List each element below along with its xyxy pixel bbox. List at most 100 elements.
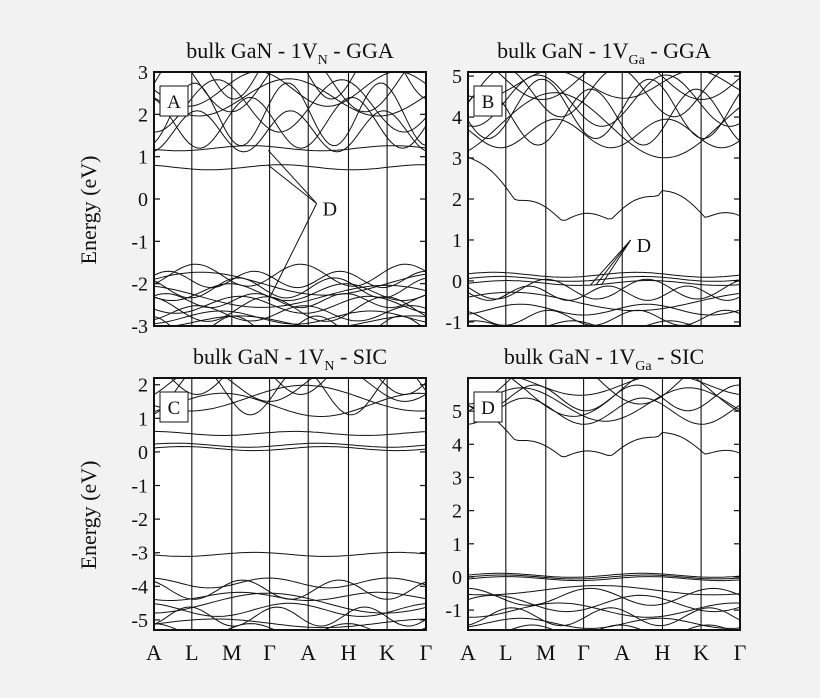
band-line bbox=[154, 293, 426, 309]
y-tick-label: 4 bbox=[452, 434, 462, 456]
panel-label-box bbox=[473, 391, 503, 423]
band-line bbox=[154, 392, 426, 418]
plot-frame bbox=[467, 377, 741, 631]
annotation-label: D bbox=[637, 235, 651, 257]
panel-title-main: bulk GaN - 1V bbox=[504, 344, 635, 369]
y-tick-label: 4 bbox=[452, 107, 462, 129]
band-line bbox=[468, 404, 740, 458]
band-line bbox=[468, 291, 740, 312]
y-tick-label: -1 bbox=[131, 476, 148, 498]
defect-level-line bbox=[468, 572, 740, 578]
band-line bbox=[154, 270, 426, 289]
defect-level-line bbox=[154, 430, 426, 437]
y-tick-label: -3 bbox=[131, 543, 148, 565]
band-line bbox=[468, 303, 740, 316]
defect-level-line bbox=[154, 445, 426, 452]
x-tick-label: A bbox=[146, 640, 162, 665]
band-line bbox=[468, 118, 740, 149]
y-tick-label: -5 bbox=[131, 610, 148, 632]
annotation-pointer bbox=[267, 203, 318, 301]
panel-c: bulk GaN - 1VN - SIC -5 -4 -3 -2 -1 0 1 2 Energy … bbox=[76, 344, 433, 665]
y-tick-label: 0 bbox=[138, 442, 148, 464]
band-line bbox=[468, 378, 684, 405]
band-line bbox=[468, 278, 740, 300]
y-tick-label: 0 bbox=[452, 271, 462, 293]
defect-level-line bbox=[468, 279, 740, 286]
y-tick-label: 2 bbox=[452, 501, 462, 523]
x-tick-label: Γ bbox=[734, 640, 747, 665]
band-line bbox=[154, 384, 426, 412]
y-tick-label: -2 bbox=[131, 274, 148, 296]
annotation-pointer bbox=[600, 239, 632, 286]
band-lines bbox=[468, 378, 740, 630]
y-axis-label: Energy (eV) bbox=[76, 156, 101, 265]
panel-label: B bbox=[482, 92, 495, 113]
panel-title-subscript: Ga bbox=[635, 359, 652, 374]
band-line bbox=[468, 378, 740, 396]
band-line bbox=[468, 72, 740, 99]
panel-title-main: bulk GaN - 1V bbox=[186, 38, 317, 63]
band-line bbox=[154, 271, 426, 296]
y-tick-label: 2 bbox=[138, 375, 148, 397]
y-tick-label: 1 bbox=[138, 408, 148, 430]
defect-level-line bbox=[468, 574, 740, 580]
x-tick-label: H bbox=[655, 640, 671, 665]
panel-a: bulk GaN - 1VN - GGA -3 -2 -1 0 1 2 3 Energy (eV… bbox=[76, 38, 427, 338]
y-tick-label: -1 bbox=[445, 600, 462, 622]
panel-label-box bbox=[473, 85, 503, 117]
band-line bbox=[468, 587, 740, 606]
band-line bbox=[468, 397, 740, 425]
defect-level-line bbox=[468, 275, 740, 282]
panel-title-tail: - SIC bbox=[652, 344, 705, 369]
y-tick-label: 2 bbox=[138, 104, 148, 126]
y-tick-label: -1 bbox=[131, 231, 148, 253]
plot-frame bbox=[467, 71, 741, 327]
y-tick-label: 0 bbox=[452, 567, 462, 589]
band-line bbox=[154, 592, 426, 614]
y-tick-label: -2 bbox=[131, 509, 148, 531]
y-tick-label: 1 bbox=[452, 534, 462, 556]
band-line bbox=[154, 72, 426, 107]
band-line bbox=[468, 156, 740, 221]
band-line bbox=[154, 378, 426, 402]
x-tick-label: A bbox=[614, 640, 630, 665]
band-line bbox=[468, 92, 740, 159]
panel-title: bulk GaN - 1VN - SIC bbox=[193, 344, 387, 374]
x-tick-label: A bbox=[300, 640, 316, 665]
x-tick-label: K bbox=[379, 640, 395, 665]
band-line bbox=[154, 315, 422, 326]
band-line bbox=[170, 378, 426, 396]
band-line bbox=[154, 577, 426, 589]
annotation-label: D bbox=[323, 198, 337, 220]
panel-title-main: bulk GaN - 1V bbox=[497, 38, 628, 63]
band-line bbox=[154, 82, 426, 147]
panel-title-main: bulk GaN - 1V bbox=[193, 344, 324, 369]
y-tick-label: 3 bbox=[452, 467, 462, 489]
x-tick-label: L bbox=[185, 640, 198, 665]
panel-title-tail: - GGA bbox=[328, 38, 394, 63]
band-line bbox=[154, 110, 426, 153]
x-tick-label: M bbox=[536, 640, 556, 665]
panel-label-box bbox=[159, 391, 189, 423]
y-tick-label: -1 bbox=[445, 312, 462, 334]
band-line bbox=[468, 585, 740, 596]
annotation-pointer bbox=[590, 239, 632, 286]
panel-b: bulk GaN - 1VGa - GGA -1 0 1 2 3 4 5B D bbox=[445, 38, 741, 334]
band-line bbox=[468, 78, 740, 140]
band-line bbox=[468, 387, 740, 422]
panel-title-tail: - GGA bbox=[645, 38, 711, 63]
band-line bbox=[154, 283, 426, 302]
y-tick-label: 2 bbox=[452, 189, 462, 211]
x-tick-label: A bbox=[460, 640, 476, 665]
y-tick-label: 5 bbox=[452, 401, 462, 423]
y-tick-label: 0 bbox=[138, 189, 148, 211]
panel-label: C bbox=[168, 398, 181, 419]
band-line bbox=[468, 607, 740, 627]
defect-level-line bbox=[154, 145, 426, 152]
annotation-pointer bbox=[267, 149, 318, 204]
plot-frame bbox=[153, 71, 427, 327]
defect-annotation: D bbox=[590, 235, 651, 286]
defect-level-line bbox=[154, 551, 426, 557]
band-line bbox=[468, 594, 740, 613]
